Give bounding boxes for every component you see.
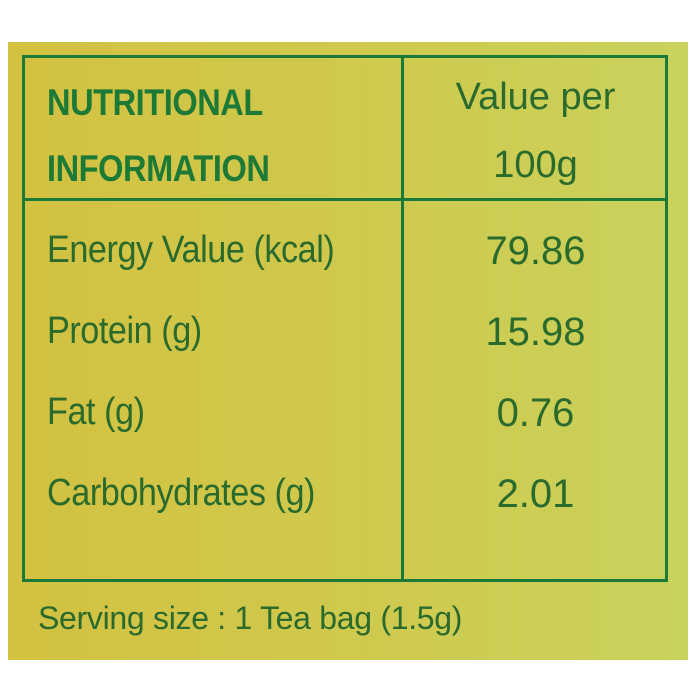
row-label: Energy Value (kcal) (47, 229, 335, 271)
header-cell: INFORMATION (47, 148, 270, 189)
header-cell: NUTRITIONAL (47, 82, 263, 123)
row-label: Carbohydrates (g) (47, 472, 315, 514)
header-divider (25, 198, 665, 201)
header-cell: 100g (493, 144, 578, 186)
footer: Serving size : 1 Tea bag (1.5g) (38, 600, 463, 636)
row-value: 2.01 (496, 472, 575, 516)
panel: NUTRITIONAL INFORMATION Value per 100g E… (8, 42, 688, 660)
row-label: Fat (g) (47, 391, 145, 433)
row-value: 15.98 (485, 310, 586, 354)
column-divider (401, 58, 404, 579)
row-value: 79.86 (485, 229, 586, 273)
nutrition-table: NUTRITIONAL INFORMATION Value per 100g E… (22, 55, 668, 582)
row-value: 0.76 (496, 391, 575, 435)
row-label: Protein (g) (47, 310, 202, 352)
header-cell: Value per (455, 76, 616, 118)
